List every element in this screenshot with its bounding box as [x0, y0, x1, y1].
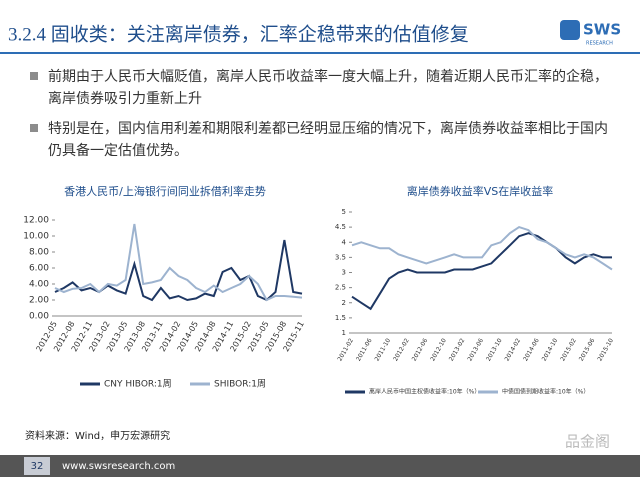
x-tick-label: 2011-06 [355, 337, 374, 362]
page-box [24, 457, 50, 475]
bullet: 特别是在，国内信用利差和期限利差都已经明显压缩的情况下，离岸债券收益率相比于国内… [48, 121, 608, 159]
legend-label: CNY HIBOR:1周 [104, 379, 172, 390]
legend-label: SHIBOR:1周 [214, 379, 266, 390]
x-tick-label: 2014-02 [504, 337, 523, 362]
y-tick-label: 5 [342, 208, 346, 216]
series-line [351, 232, 612, 311]
legend-label: 中债国债到期收益率:10年（%） [502, 388, 589, 396]
watermark: 品金阁 [565, 433, 610, 451]
y-tick-label: 4 [342, 238, 347, 246]
x-tick-label: 2012-10 [429, 337, 448, 362]
y-tick-label: 2 [342, 299, 346, 307]
x-tick-label: 2015-06 [578, 337, 597, 362]
bullet-mark [30, 72, 38, 80]
y-tick-label: 6.00 [29, 264, 49, 274]
y-tick-label: 0.00 [29, 312, 49, 322]
y-tick-label: 8.00 [29, 248, 49, 258]
title-rule [0, 52, 640, 54]
series-line [351, 226, 613, 271]
x-tick-label: 2014-10 [541, 337, 560, 362]
x-tick-label: 2012-02 [392, 337, 411, 362]
bullet: 前期由于人民币大幅贬值，离岸人民币收益率一度大幅上升，随着近期人民币汇率的企稳，… [48, 69, 608, 107]
y-tick-label: 12.00 [23, 216, 49, 226]
x-tick-label: 2011-10 [374, 337, 393, 362]
x-tick-label: 2011-02 [336, 337, 355, 362]
footer-url: www.swsresearch.com [62, 461, 175, 472]
y-tick-label: 3 [342, 269, 346, 277]
logo-sub: RESEARCH [586, 41, 613, 47]
source: 资料来源：Wind，申万宏源研究 [25, 429, 170, 442]
page-number: 32 [31, 461, 44, 472]
bullets: 前期由于人民币大幅贬值，离岸人民币收益率一度大幅上升，随着近期人民币汇率的企稳，… [48, 69, 608, 159]
chart-title: 香港人民币/上海银行间同业拆借利率走势 [64, 184, 266, 198]
chart-title: 离岸债券收益率VS在岸收益率 [407, 184, 554, 198]
x-tick-label: 2013-06 [466, 337, 485, 362]
series-line [54, 239, 303, 302]
y-tick-label: 1 [342, 329, 346, 337]
y-tick-label: 2.00 [29, 296, 49, 306]
y-tick-label: 10.00 [23, 232, 49, 242]
legend-label: 离岸人民币中国主权债收益率:10年（%） [369, 388, 480, 396]
y-tick-label: 4.00 [29, 280, 49, 290]
y-tick-label: 4.5 [335, 223, 346, 231]
y-tick-label: 2.5 [335, 284, 346, 292]
footer-bar [0, 455, 640, 477]
y-tick-label: 1.5 [335, 314, 346, 322]
x-tick-label: 2013-10 [485, 337, 504, 362]
x-tick-label: 2014-06 [522, 337, 541, 362]
series-line [54, 223, 303, 302]
x-tick-label: 2015-02 [559, 337, 578, 362]
logo-icon [560, 20, 580, 40]
slide-title: 3.2.4 固收类：关注离岸债券，汇率企稳带来的估值修复 [8, 23, 469, 45]
x-tick-label: 2015-10 [596, 337, 615, 362]
x-tick-label: 2012-06 [411, 337, 430, 362]
y-tick-label: 3.5 [335, 253, 346, 261]
x-tick-label: 2013-02 [448, 337, 467, 362]
bullet-mark [30, 124, 38, 132]
logo: SWS [583, 21, 621, 39]
